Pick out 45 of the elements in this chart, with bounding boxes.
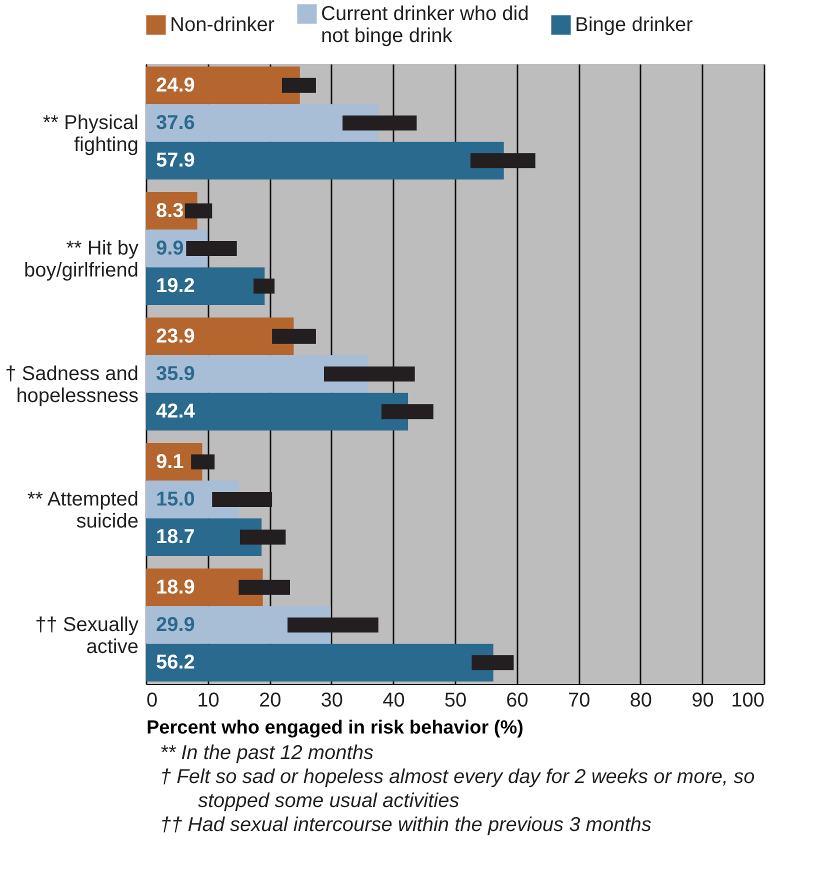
data-label: 29.9 (156, 614, 195, 636)
y-tick-label: †† Sexually active (35, 614, 138, 658)
data-label: 24.9 (156, 74, 195, 96)
x-tick-label: 90 (692, 690, 714, 712)
data-label: 15.0 (156, 488, 195, 511)
bar (146, 644, 494, 682)
x-tick-label: 10 (197, 690, 220, 712)
data-label: 57.9 (156, 150, 195, 172)
text: ** In the past 12 months (160, 741, 374, 765)
data-label: 9.9 (156, 237, 184, 260)
legend-label: Non-drinker (170, 14, 275, 36)
x-tick-label: 80 (630, 690, 652, 712)
x-tick-label: 60 (506, 690, 528, 712)
bar (146, 142, 504, 180)
data-label: 35.9 (156, 363, 195, 385)
legend-label: Binge drinker (575, 14, 694, 36)
data-label: 23.9 (156, 325, 195, 348)
bar (146, 267, 265, 305)
x-tick-label: 40 (382, 690, 405, 712)
x-tick-label: 20 (258, 690, 282, 712)
bar (146, 66, 300, 104)
data-label: 8.3 (156, 200, 184, 222)
x-tick-label: 0 (146, 690, 158, 712)
data-label: 9.1 (156, 450, 184, 473)
data-label: 18.9 (156, 576, 195, 598)
y-tick-label: ** Physical fighting (42, 112, 138, 156)
legend-label: Current drinker who did not binge drink (321, 3, 529, 47)
x-tick-label: 70 (568, 690, 590, 712)
data-label: 37.6 (156, 112, 195, 134)
data-label: 56.2 (156, 652, 195, 674)
bar (146, 392, 408, 430)
data-label: 19.2 (156, 275, 195, 298)
x-tick-label: 50 (444, 690, 467, 712)
data-label: 18.7 (156, 526, 195, 548)
x-axis-title: Percent who engaged in risk behavior (%) (146, 718, 524, 738)
x-tick-label: 100 (731, 690, 764, 712)
y-tick-label: ** Attempted suicide (27, 488, 138, 533)
text: † Felt so sad or hopeless almost every day for 2 weeks or more, so stopped some usual activities (160, 765, 756, 813)
text: †† Had sexual intercourse within the previous 3 months (160, 813, 652, 837)
x-tick-label: 30 (320, 690, 344, 712)
bar (146, 104, 378, 142)
data-label: 42.4 (156, 400, 196, 423)
y-tick-label: † Sadness and hopelessness (5, 363, 138, 407)
y-tick-label: ** Hit by boy/girlfriend (24, 237, 138, 282)
bar (146, 355, 368, 393)
